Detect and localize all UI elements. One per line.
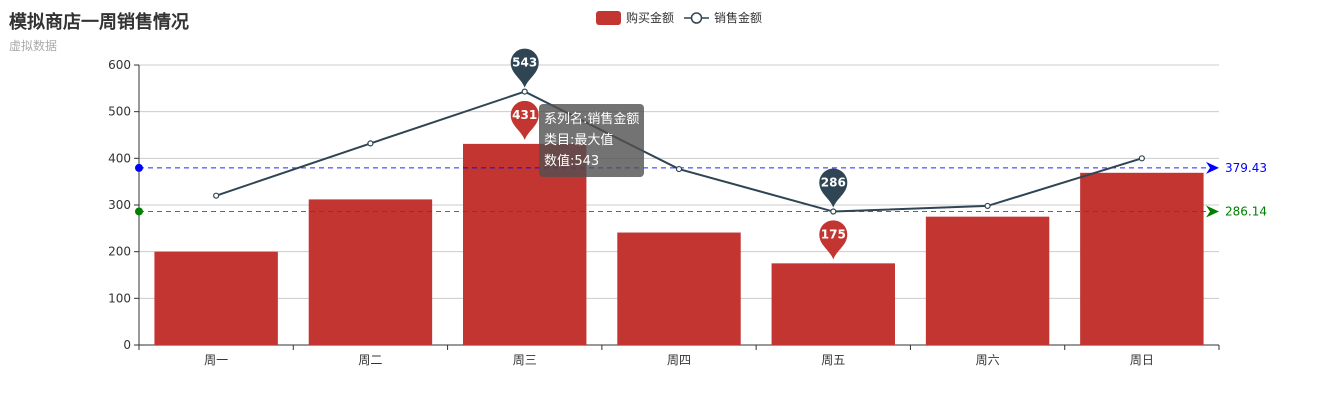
bar-swatch-icon (596, 10, 621, 25)
bar (925, 216, 1050, 345)
map-pin-icon: 286 (819, 168, 848, 208)
y-tick-label: 500 (108, 105, 131, 119)
data-point (367, 140, 374, 147)
tooltip: 系列名:销售金额 类目:最大值 数值:543 (539, 104, 645, 177)
sales-line (215, 90, 1143, 213)
legend-label: 购买金额 (626, 11, 675, 25)
arrow-icon (1206, 161, 1219, 174)
arrow-icon (1206, 205, 1219, 218)
legend-item-purchase[interactable]: 购买金额 (596, 9, 674, 26)
y-tick-label: 400 (108, 151, 131, 165)
legend-item-sales[interactable]: 销售金额 (684, 9, 762, 26)
chart-subtitle: 虚拟数据 (9, 39, 58, 53)
bar (154, 251, 278, 345)
legend-label: 销售金额 (714, 11, 763, 25)
y-tick-label: 100 (108, 291, 131, 305)
pin-label: 175 (821, 227, 846, 241)
x-tick-label: 周六 (976, 353, 1000, 367)
y-tick-label: 600 (108, 58, 131, 72)
x-tick-label: 周三 (513, 353, 537, 367)
y-tick-label: 200 (108, 245, 131, 259)
x-tick-label: 周五 (821, 353, 845, 367)
y-tick-label: 0 (123, 338, 131, 352)
pin-label: 543 (512, 56, 537, 70)
bar (308, 199, 433, 345)
pin-label: 431 (512, 108, 537, 122)
data-point (1138, 155, 1145, 162)
x-tick-label: 周四 (667, 353, 691, 367)
average-start-dot (135, 207, 143, 216)
x-tick-label: 周一 (204, 353, 228, 367)
bar (1080, 172, 1204, 345)
chart-title: 模拟商店一周销售情况 (9, 12, 189, 33)
map-pin-icon: 431 (510, 100, 539, 140)
data-point (984, 202, 991, 210)
x-tick-label: 周二 (358, 353, 382, 367)
average-start-dot (135, 163, 143, 172)
y-tick-label: 300 (108, 198, 131, 212)
average-label: 379.43 (1225, 161, 1267, 175)
data-point (830, 208, 837, 215)
bar (463, 143, 587, 345)
tooltip-category: 类目:最大值 (544, 133, 614, 148)
average-label: 286.14 (1225, 204, 1267, 218)
x-tick-label: 周日 (1130, 353, 1154, 367)
pin-label: 286 (821, 176, 846, 190)
tooltip-value: 数值:543 (544, 154, 600, 169)
bar (771, 263, 895, 345)
map-pin-icon: 175 (819, 220, 848, 260)
tooltip-series: 系列名:销售金额 (544, 112, 640, 127)
data-point (675, 165, 683, 173)
map-pin-icon: 543 (510, 48, 539, 88)
bar (617, 232, 741, 345)
data-point (521, 88, 528, 95)
legend: 购买金额 销售金额 (596, 9, 772, 26)
line-circle-icon (684, 11, 710, 24)
data-point (213, 192, 220, 199)
